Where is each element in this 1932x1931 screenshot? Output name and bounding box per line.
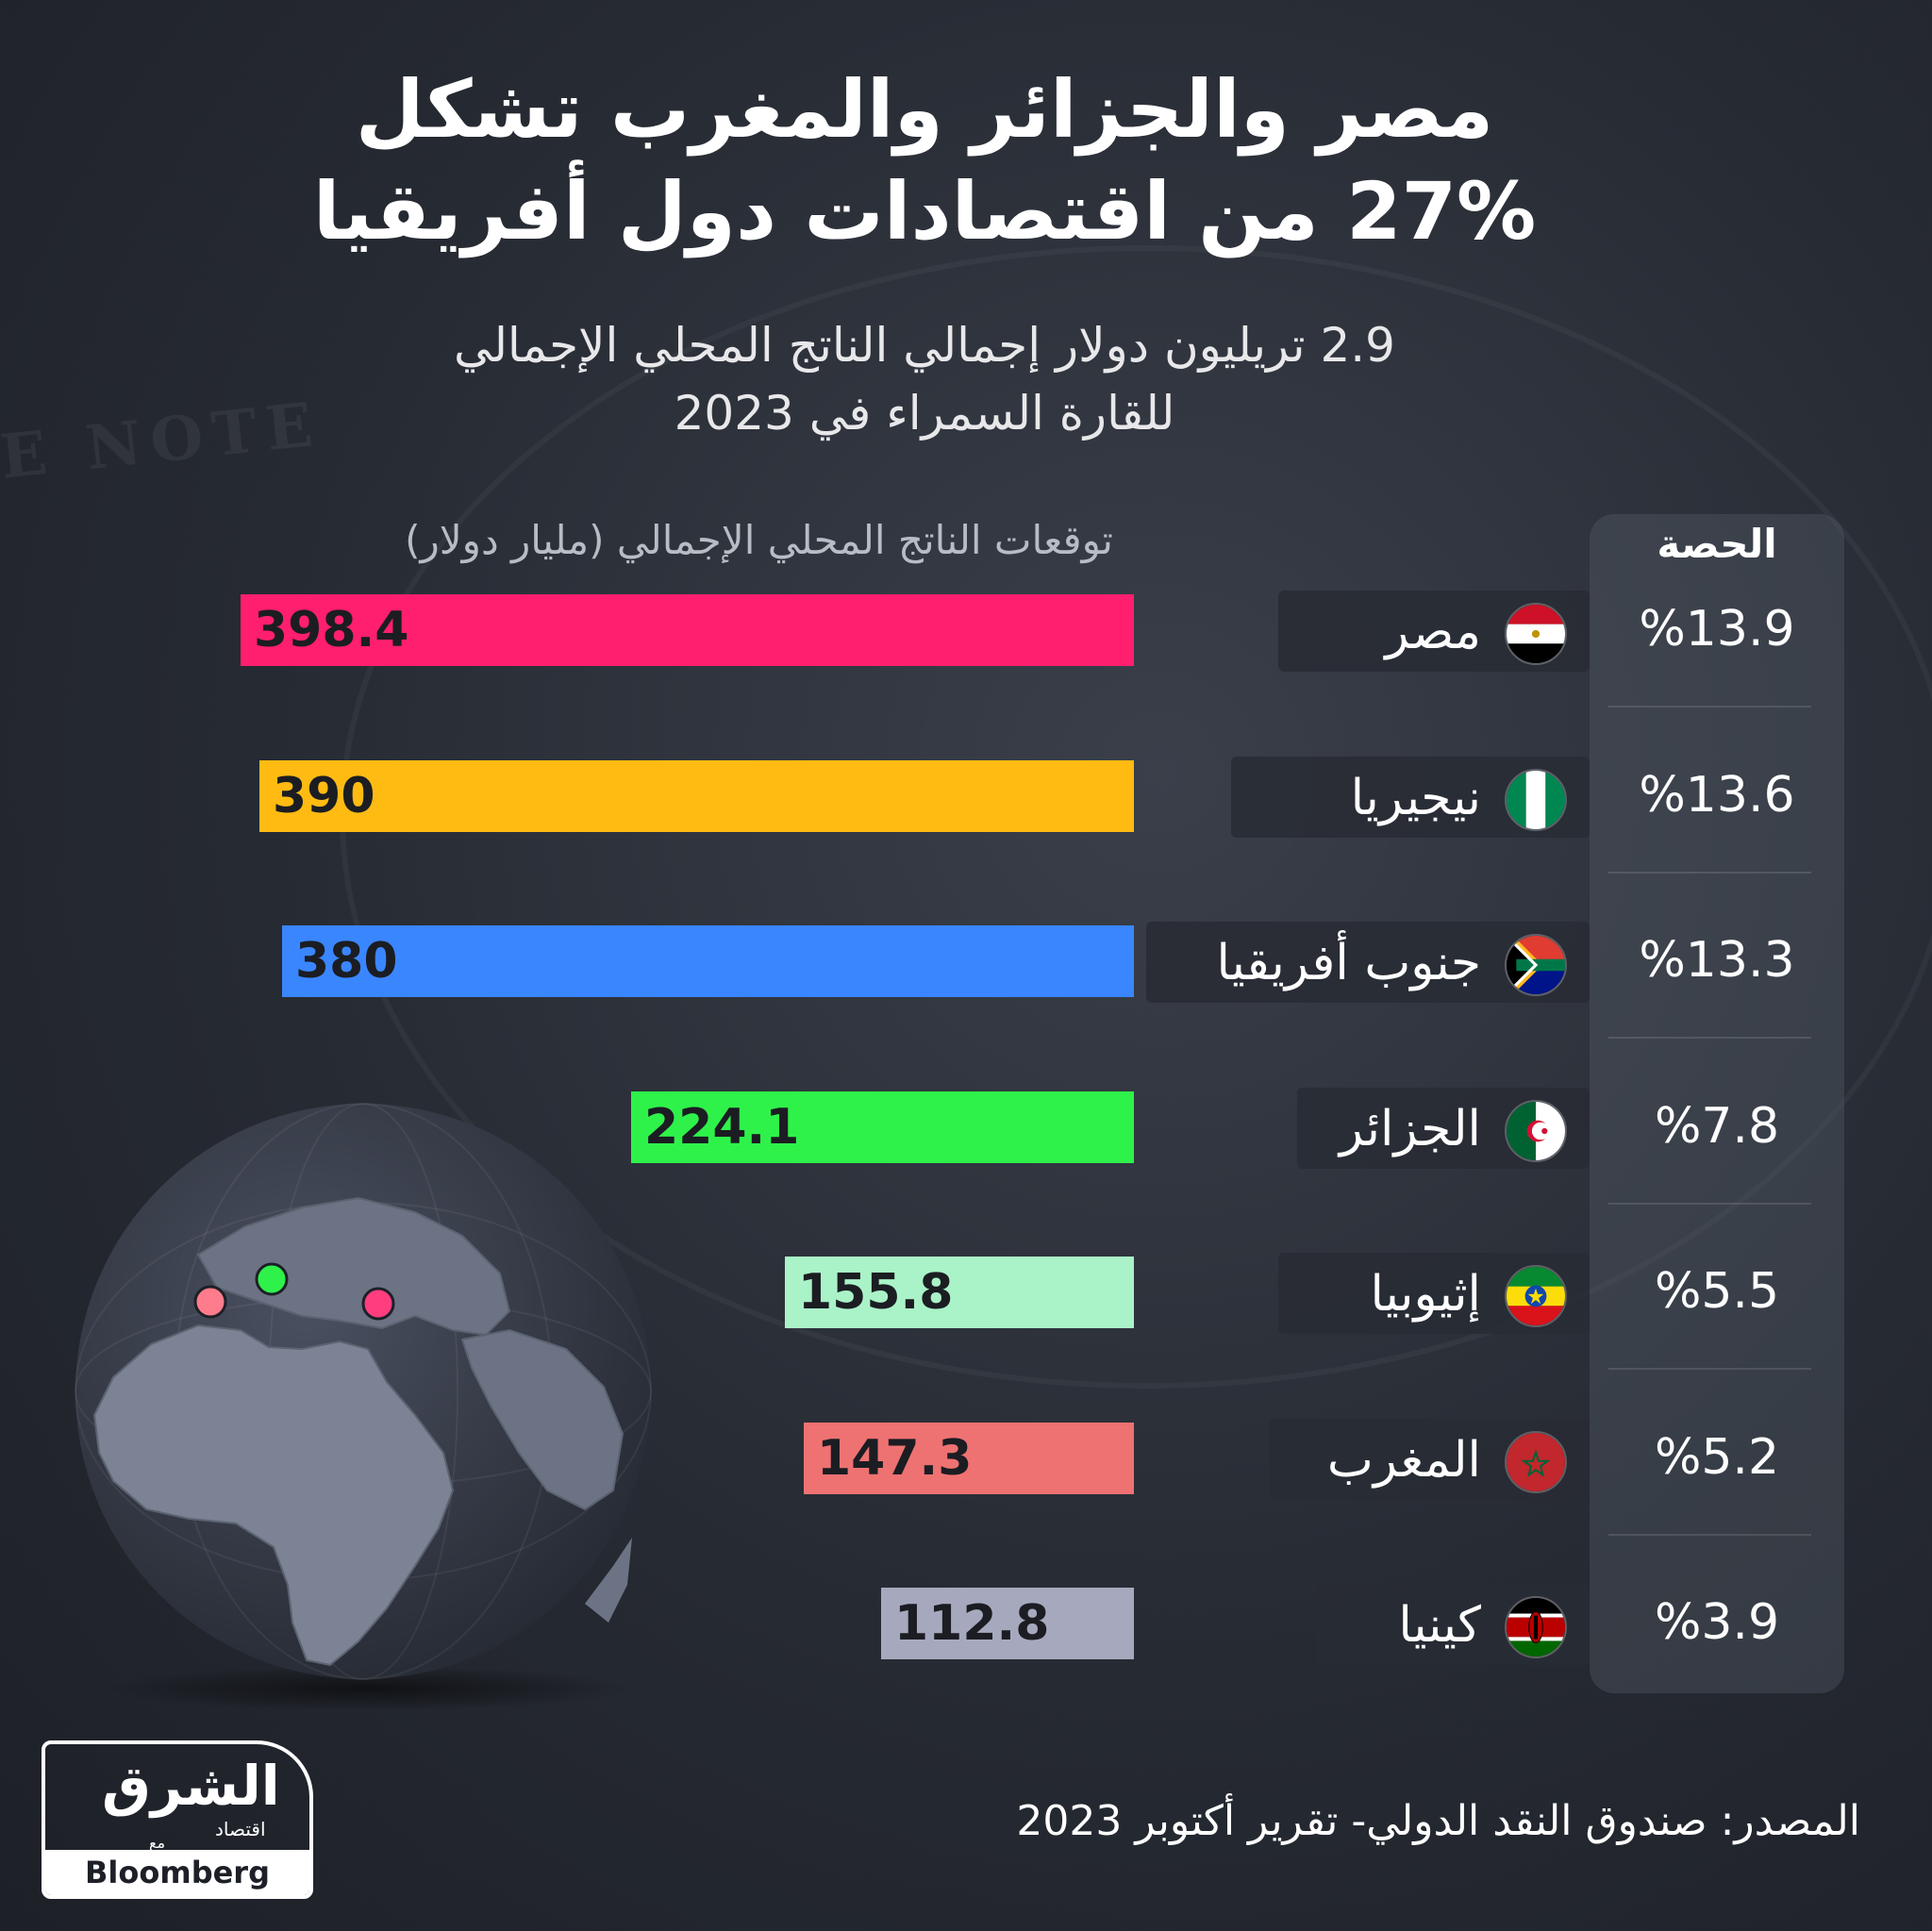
globe-icon [75, 1103, 652, 1711]
country-name: كينيا [1398, 1597, 1481, 1654]
country-name: إثيوبيا [1370, 1266, 1481, 1323]
share-separator [1608, 1533, 1811, 1536]
bar-value-label: 224.1 [644, 1098, 800, 1156]
globe-illustration [57, 1094, 670, 1717]
country-name: المغرب [1326, 1431, 1481, 1489]
algeria-flag-icon [1505, 1099, 1567, 1162]
share-panel [1590, 514, 1844, 1693]
bar-value-label: 112.8 [894, 1595, 1050, 1652]
country-name: جنوب أفريقيا [1216, 935, 1482, 991]
nigeria-flag-icon [1505, 768, 1567, 831]
bar-value-label: 147.3 [817, 1429, 973, 1487]
bar-value-label: 155.8 [798, 1264, 954, 1321]
morocco-flag-icon [1505, 1430, 1567, 1493]
bar-value-label: 398.4 [254, 602, 409, 658]
bar-value-label: 380 [295, 933, 398, 990]
egypt-flag-icon [1505, 603, 1567, 665]
share-value: %13.6 [1639, 766, 1795, 824]
logo-partner-text: Bloomberg [45, 1850, 309, 1895]
bar-value-label: 390 [273, 767, 375, 824]
share-separator [1608, 706, 1811, 707]
share-value: %5.2 [1654, 1428, 1780, 1486]
chart-title-line-1: مصر والجزائر والمغرب تشكل [355, 63, 1494, 156]
logo-main-text: الشرق [102, 1754, 280, 1818]
chart-subtitle-line-1: 2.9 تريليون دولار إجمالي الناتج المحلي ا… [454, 318, 1395, 373]
chart-title: مصر والجزائر والمغرب تشكل 27% من اقتصادا… [245, 58, 1604, 262]
source-note: المصدر: صندوق النقد الدولي- تقرير أكتوبر… [1016, 1797, 1860, 1845]
share-separator [1608, 1368, 1811, 1370]
bar [881, 1588, 1134, 1659]
share-value: %7.8 [1654, 1097, 1780, 1155]
asharq-bloomberg-logo: الشرق اقتصاد مع Bloomberg [42, 1740, 313, 1899]
chart-subtitle-line-2: للقارة السمراء في 2023 [674, 386, 1175, 441]
country-name: نيجيريا [1350, 769, 1481, 826]
bar [631, 1090, 1134, 1163]
share-value: %3.9 [1654, 1594, 1780, 1651]
chart-title-line-2: 27% من اقتصادات دول أفريقيا [312, 165, 1537, 258]
country-name: الجزائر [1339, 1100, 1481, 1157]
share-value: %13.9 [1639, 601, 1795, 658]
bar [785, 1257, 1134, 1328]
kenya-flag-icon [1505, 1596, 1567, 1658]
axis-label: توقعات الناتج المحلي الإجمالي (مليار دول… [405, 517, 1113, 563]
logo-with-text: مع [149, 1834, 166, 1852]
share-value: %5.5 [1654, 1263, 1780, 1320]
country-name: مصر [1385, 604, 1481, 660]
chart-subtitle: 2.9 تريليون دولار إجمالي الناتج المحلي ا… [283, 311, 1566, 447]
share-header: الحصة [1657, 521, 1777, 567]
share-value: %13.3 [1639, 932, 1795, 989]
ethiopia-flag-icon [1505, 1265, 1567, 1327]
background-banknote-text: E NOTE [0, 389, 325, 493]
south-africa-flag-icon [1505, 934, 1567, 996]
bar [804, 1422, 1134, 1494]
bar [259, 759, 1134, 832]
logo-sub-text: اقتصاد [215, 1818, 266, 1840]
bar [241, 594, 1134, 666]
share-separator [1608, 1202, 1811, 1205]
bar [282, 925, 1134, 997]
share-separator [1608, 871, 1811, 874]
share-separator [1608, 1037, 1811, 1039]
